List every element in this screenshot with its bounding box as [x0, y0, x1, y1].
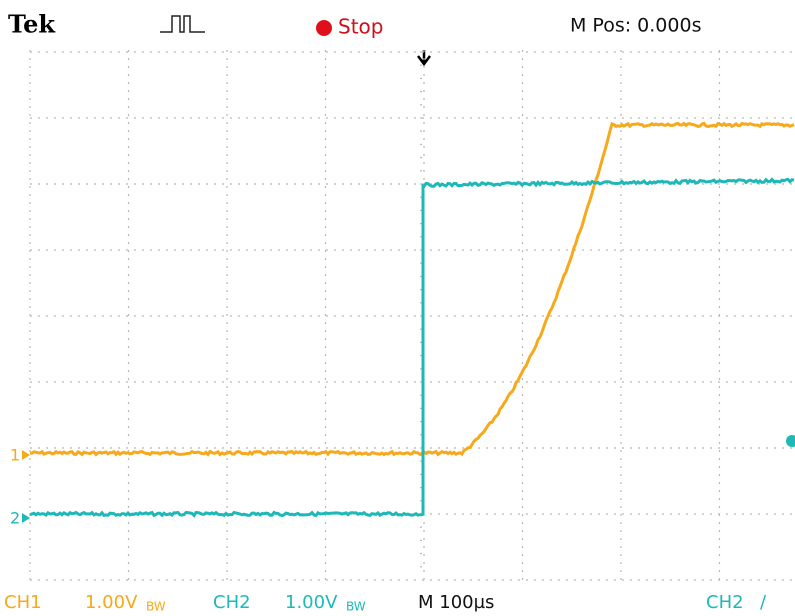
ch2-marker-arrow: [22, 513, 30, 523]
ch2-bandwidth: BW: [346, 600, 366, 614]
ch2-scale: 1.00V: [285, 592, 338, 613]
ch1-name: CH1: [4, 592, 42, 613]
acquire-icon: [160, 15, 205, 33]
ch2-trace: [29, 177, 795, 518]
ch1-marker: 1: [10, 446, 20, 465]
trigger-slope: ∕: [760, 592, 767, 613]
trigger-level-marker: [786, 435, 795, 447]
ch1-marker-arrow: [22, 450, 30, 460]
ch2-name: CH2: [213, 592, 251, 613]
run-state: Stop: [338, 15, 383, 39]
graticule: [29, 50, 795, 585]
brand: Tek: [8, 10, 56, 39]
timebase: M 100µs: [418, 592, 494, 613]
ch1-bandwidth: BW: [146, 600, 166, 614]
ch2-marker: 2: [10, 509, 20, 528]
horizontal-position: M Pos: 0.000s: [570, 15, 701, 37]
ch1-trace: [29, 121, 795, 457]
ch1-scale: 1.00V: [85, 592, 138, 613]
stop-indicator: [316, 20, 332, 36]
trigger-source: CH2: [706, 592, 744, 613]
